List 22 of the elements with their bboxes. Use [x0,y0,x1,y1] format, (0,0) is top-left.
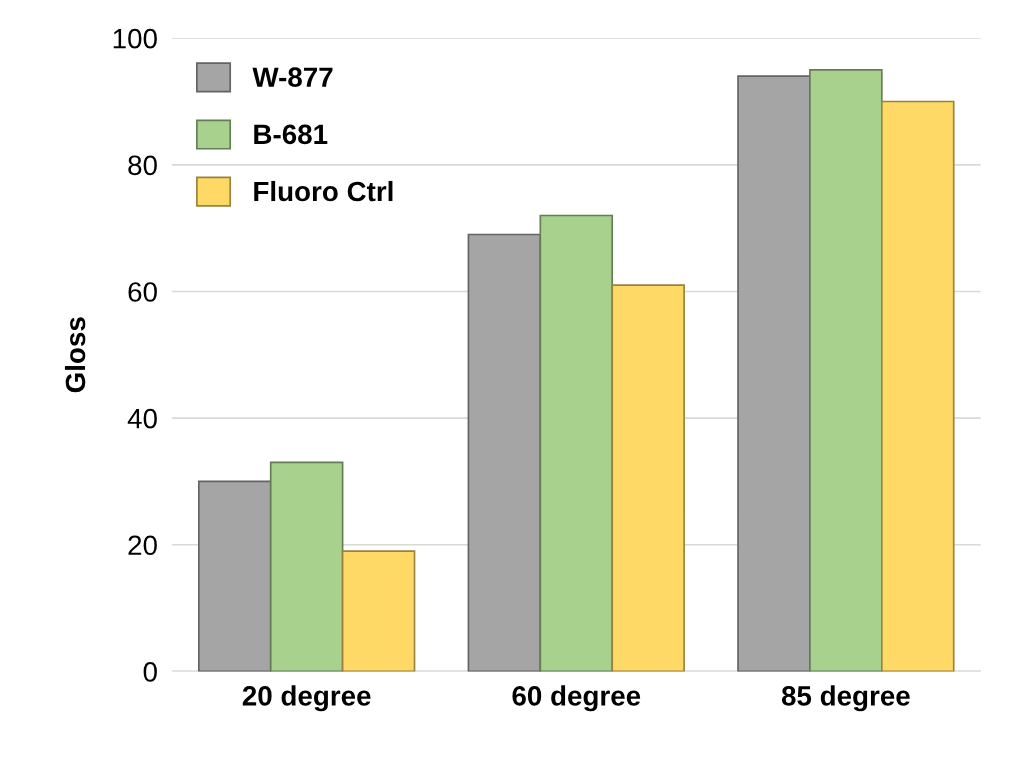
y-tick-label: 40 [127,408,157,429]
y-tick-label: 100 [113,28,157,49]
bar [467,233,542,672]
bar [809,68,883,672]
y-axis-title: Gloss [64,317,86,393]
y-tick-label: 80 [128,155,157,176]
y-tick-label: 60 [128,282,157,302]
bar [539,214,614,672]
x-tick-label: 60 degree [512,685,641,712]
bar [341,550,416,672]
bar [737,75,811,672]
y-tick-label: 20 [128,535,157,556]
legend-label: Fluoro Ctrl [254,180,393,202]
y-tick-label: 0 [143,662,157,682]
bar [269,461,344,672]
bar [880,100,955,672]
x-tick-label: 20 degree [242,685,371,712]
bar [611,284,685,672]
legend-label: W-877 [252,67,333,88]
x-tick-label: 85 degree [781,685,910,712]
bar [197,480,272,672]
legend-label: B-681 [254,124,328,145]
